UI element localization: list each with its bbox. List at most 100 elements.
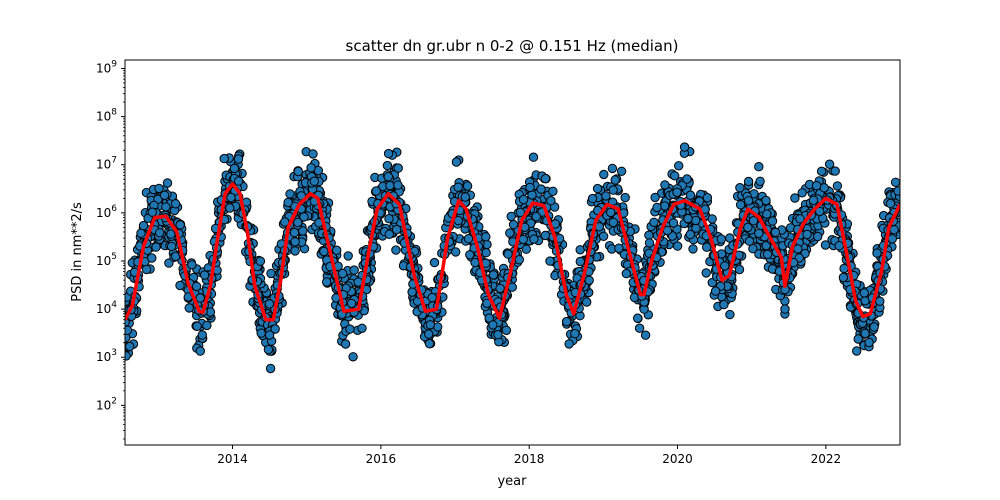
- scatter-point: [754, 228, 764, 239]
- scatter-point: [674, 161, 684, 171]
- scatter-point: [893, 186, 900, 196]
- scatter-point: [293, 217, 303, 228]
- scatter-point: [564, 339, 574, 349]
- scatter-point: [226, 192, 236, 203]
- scatter-point: [391, 224, 402, 235]
- scatter-point: [734, 264, 745, 275]
- median-line: [125, 182, 900, 322]
- scatter-point: [266, 268, 276, 279]
- y-axis: 102 103 104 105 106 107 108 109: [96, 59, 125, 440]
- scatter-point: [385, 180, 395, 191]
- scatter-point: [762, 209, 772, 219]
- y-tick-label: 108: [96, 108, 117, 124]
- scatter-point: [462, 181, 473, 191]
- scatter-point: [125, 341, 135, 352]
- scatter-point: [608, 185, 618, 195]
- scatter-point: [264, 299, 275, 309]
- scatter-point: [332, 245, 342, 255]
- scatter-point: [614, 243, 624, 253]
- scatter-point: [815, 206, 825, 217]
- scatter-point: [481, 232, 491, 242]
- scatter-point: [125, 325, 133, 335]
- scatter-point: [219, 153, 229, 164]
- scatter-point: [668, 218, 679, 228]
- scatter-point: [839, 263, 849, 274]
- scatter-point: [735, 183, 745, 193]
- scatter-point: [743, 176, 754, 187]
- scatter-point: [790, 193, 800, 203]
- scatter-point: [816, 166, 827, 177]
- scatter-point: [748, 216, 759, 226]
- scatter-point: [832, 181, 843, 191]
- x-tick-label: 2020: [662, 452, 693, 466]
- scatter-point: [197, 330, 208, 340]
- scatter-point: [125, 333, 131, 343]
- scatter-point: [584, 275, 594, 285]
- scatter-point: [371, 186, 381, 196]
- x-axis: 2014 2016 2018 2020 2022: [217, 445, 841, 466]
- scatter-point: [451, 247, 461, 257]
- scatter-point: [719, 299, 729, 310]
- scatter-point: [540, 230, 550, 241]
- scatter-point: [195, 346, 206, 356]
- scatter-point: [548, 186, 558, 197]
- scatter-point: [506, 211, 516, 222]
- y-tick-label: 106: [96, 204, 117, 220]
- scatter-point: [191, 281, 202, 292]
- scatter-point: [795, 214, 805, 224]
- scatter-point: [154, 183, 164, 194]
- scatter-point: [710, 286, 721, 296]
- y-tick-label: 105: [96, 252, 117, 268]
- scatter-point: [460, 192, 470, 202]
- scatter-point: [644, 238, 655, 248]
- scatter-point: [531, 211, 541, 222]
- scatter-point: [229, 163, 240, 174]
- scatter-point: [192, 321, 202, 331]
- scatter-point: [451, 157, 462, 167]
- scatter-point: [319, 246, 329, 257]
- scatter-point: [570, 329, 580, 339]
- scatter-point: [561, 316, 572, 327]
- scatter-point: [187, 260, 197, 270]
- scatter-point: [860, 328, 870, 339]
- y-tick-label: 107: [96, 156, 117, 172]
- scatter-point: [838, 272, 849, 283]
- scatter-point: [429, 257, 440, 268]
- scatter-point: [546, 196, 556, 206]
- scatter-point: [608, 217, 618, 228]
- scatter-point: [640, 330, 651, 340]
- scatter-point: [349, 265, 359, 275]
- scatter-point: [780, 304, 790, 314]
- scatter-point: [233, 154, 244, 164]
- scatter-point: [308, 149, 318, 159]
- scatter-point: [748, 244, 758, 254]
- scatter-point: [384, 229, 394, 240]
- scatter-point: [427, 292, 437, 303]
- scatter-point: [869, 322, 879, 332]
- scatter-point: [808, 195, 819, 206]
- y-tick-label: 103: [96, 348, 117, 364]
- scatter-point: [470, 257, 480, 268]
- scatter-point: [138, 220, 149, 231]
- scatter-point: [255, 256, 266, 266]
- scatter-point: [151, 242, 161, 252]
- scatter-point: [309, 176, 319, 186]
- scatter-point: [598, 231, 609, 242]
- scatter-point: [875, 296, 885, 306]
- scatter-point: [601, 191, 611, 201]
- scatter-point: [521, 244, 531, 254]
- scatter-point: [393, 163, 403, 173]
- scatter-point: [743, 222, 753, 233]
- scatter-point: [797, 188, 807, 198]
- scatter-point: [545, 256, 555, 266]
- scatter-point: [383, 172, 393, 182]
- scatter-point: [813, 231, 823, 242]
- scatter-point: [481, 248, 491, 258]
- scatter-point: [322, 277, 332, 287]
- scatter-point: [525, 182, 535, 193]
- scatter-point: [348, 352, 358, 362]
- scatter-point: [770, 227, 781, 238]
- scatter-point: [166, 229, 176, 239]
- scatter-point: [256, 328, 266, 338]
- scatter-point: [199, 270, 210, 280]
